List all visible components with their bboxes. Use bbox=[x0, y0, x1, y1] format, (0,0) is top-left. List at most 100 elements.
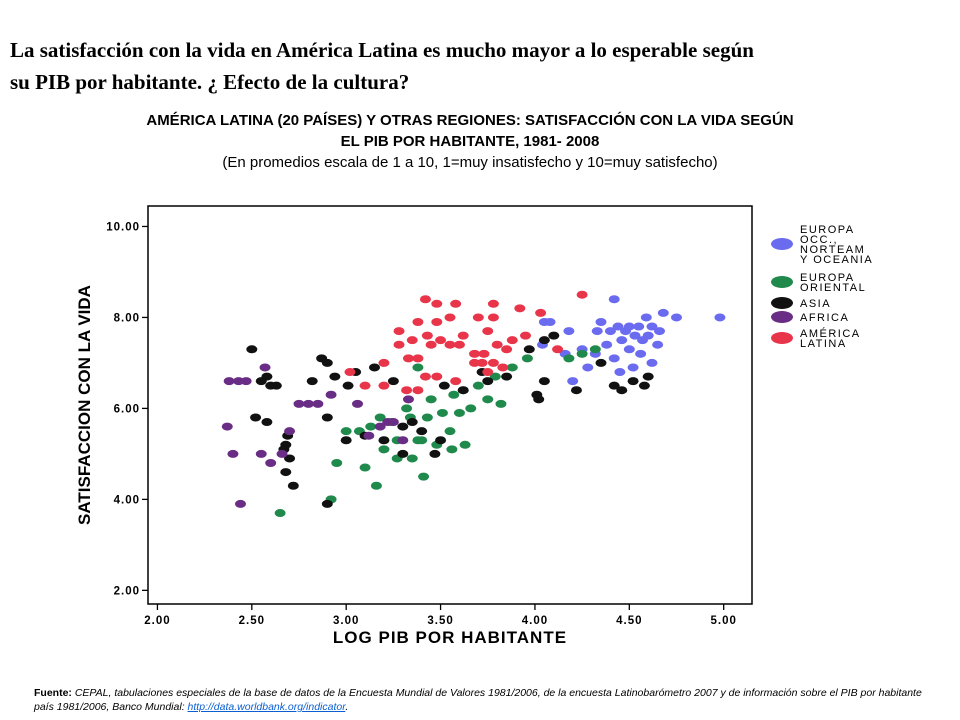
data-point bbox=[448, 390, 460, 399]
data-point bbox=[234, 499, 246, 508]
data-point bbox=[570, 386, 582, 395]
x-tick-label: 3.00 bbox=[333, 615, 359, 627]
data-point bbox=[620, 327, 632, 336]
data-point bbox=[378, 381, 390, 390]
data-point bbox=[487, 299, 499, 308]
data-point bbox=[359, 463, 371, 472]
data-point bbox=[250, 413, 262, 422]
data-point bbox=[370, 481, 382, 490]
x-tick-label: 2.00 bbox=[144, 615, 170, 627]
data-point bbox=[638, 381, 650, 390]
data-point bbox=[538, 377, 550, 386]
slide-title: La satisfacción con la vida en América L… bbox=[10, 34, 955, 98]
data-point bbox=[446, 445, 458, 454]
data-point bbox=[255, 449, 267, 458]
data-point bbox=[535, 308, 547, 317]
data-point bbox=[478, 349, 490, 358]
data-point bbox=[616, 386, 628, 395]
chart-heading-line-2: EL PIB POR HABITANTE, 1981- 2008 bbox=[340, 133, 600, 150]
data-point bbox=[387, 377, 399, 386]
data-point bbox=[329, 372, 341, 381]
data-point bbox=[614, 368, 626, 377]
legend-marker bbox=[771, 276, 793, 288]
data-point bbox=[521, 354, 533, 363]
data-point bbox=[265, 458, 277, 467]
y-axis-label: SATISFACCION CON LA VIDA bbox=[75, 285, 94, 525]
source-text: CEPAL, tabulaciones especiales de la bas… bbox=[34, 687, 922, 713]
x-tick-label: 2.50 bbox=[239, 615, 265, 627]
data-point bbox=[629, 331, 641, 340]
data-point bbox=[444, 340, 456, 349]
data-point bbox=[654, 327, 666, 336]
data-point bbox=[416, 436, 428, 445]
source-link[interactable]: http://data.worldbank.org/indicator bbox=[187, 701, 346, 713]
data-point bbox=[393, 340, 405, 349]
data-point bbox=[487, 313, 499, 322]
data-point bbox=[627, 363, 639, 372]
data-point bbox=[576, 290, 588, 299]
data-point bbox=[487, 358, 499, 367]
data-point bbox=[635, 349, 647, 358]
data-point bbox=[261, 418, 273, 427]
y-tick-label: 6.00 bbox=[114, 403, 140, 415]
data-point bbox=[325, 390, 337, 399]
data-point bbox=[495, 399, 507, 408]
data-point bbox=[616, 336, 628, 345]
data-point bbox=[397, 422, 409, 431]
legend-label: Y OCEANIA bbox=[800, 254, 873, 266]
data-point bbox=[608, 381, 620, 390]
legend-marker bbox=[771, 238, 793, 250]
data-point bbox=[469, 349, 481, 358]
data-point bbox=[506, 336, 518, 345]
data-point bbox=[378, 436, 390, 445]
data-point bbox=[657, 308, 669, 317]
data-point bbox=[482, 368, 494, 377]
data-point bbox=[514, 304, 526, 313]
data-point bbox=[563, 327, 575, 336]
data-point bbox=[601, 340, 613, 349]
source-end: . bbox=[345, 701, 349, 713]
data-point bbox=[406, 336, 418, 345]
data-point bbox=[482, 377, 494, 386]
data-point bbox=[465, 404, 477, 413]
data-point bbox=[352, 399, 364, 408]
data-point bbox=[476, 358, 488, 367]
slide-title-line-1: La satisfacción con la vida en América L… bbox=[10, 38, 754, 62]
data-point bbox=[453, 408, 465, 417]
data-point bbox=[435, 336, 447, 345]
data-point bbox=[563, 354, 575, 363]
data-point bbox=[544, 317, 556, 326]
data-point bbox=[595, 317, 607, 326]
data-point bbox=[331, 458, 343, 467]
slide-title-line-2: su PIB por habitante. ¿ Efecto de la cul… bbox=[10, 70, 410, 94]
data-point bbox=[255, 377, 267, 386]
legend-marker bbox=[771, 311, 793, 323]
data-point bbox=[412, 317, 424, 326]
y-tick-label: 4.00 bbox=[114, 494, 140, 506]
legend-label: OCC., bbox=[800, 234, 838, 246]
data-point bbox=[416, 427, 428, 436]
data-point bbox=[402, 354, 414, 363]
source-note: Fuente: CEPAL, tabulaciones especiales d… bbox=[34, 686, 934, 714]
data-point bbox=[397, 449, 409, 458]
data-point bbox=[567, 377, 579, 386]
data-point bbox=[482, 327, 494, 336]
data-point bbox=[714, 313, 726, 322]
legend-label: LATINA bbox=[800, 338, 847, 350]
x-tick-label: 5.00 bbox=[710, 615, 736, 627]
data-point bbox=[552, 345, 564, 354]
data-point bbox=[421, 331, 433, 340]
data-point bbox=[280, 468, 292, 477]
data-point bbox=[623, 345, 635, 354]
data-point bbox=[633, 322, 645, 331]
data-point bbox=[233, 377, 245, 386]
data-point bbox=[365, 422, 377, 431]
data-point bbox=[450, 299, 462, 308]
data-point bbox=[287, 481, 299, 490]
data-point bbox=[321, 358, 333, 367]
data-point bbox=[312, 399, 324, 408]
data-point bbox=[444, 427, 456, 436]
data-point bbox=[425, 340, 437, 349]
data-point bbox=[419, 295, 431, 304]
